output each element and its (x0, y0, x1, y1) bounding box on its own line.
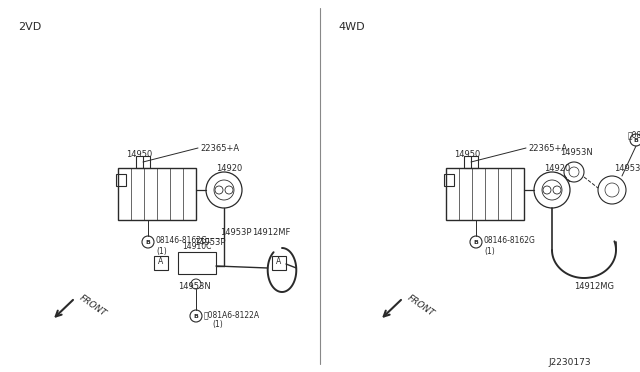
Bar (116, 174, 126, 186)
Bar (178, 252, 216, 274)
Text: B: B (474, 240, 479, 244)
Text: B: B (193, 314, 198, 318)
Text: 22365+A: 22365+A (200, 144, 239, 153)
Text: 14953P: 14953P (194, 238, 225, 247)
Text: J2230173: J2230173 (548, 358, 591, 367)
Text: 14912MF: 14912MF (252, 228, 291, 237)
Text: A: A (158, 257, 164, 266)
Text: 14912MG: 14912MG (574, 282, 614, 291)
Text: 14950: 14950 (454, 150, 480, 159)
Bar (136, 156, 150, 168)
Text: 08146-8162G: 08146-8162G (156, 236, 208, 245)
Text: 4WD: 4WD (338, 22, 365, 32)
Text: 14953P: 14953P (614, 164, 640, 173)
Bar (272, 256, 286, 270)
Text: 14920: 14920 (544, 164, 570, 173)
Text: 14920: 14920 (216, 164, 243, 173)
Text: B: B (145, 240, 150, 244)
Text: 22365+A: 22365+A (528, 144, 567, 153)
Text: 14950: 14950 (126, 150, 152, 159)
Text: (1): (1) (484, 247, 495, 256)
Bar (446, 168, 524, 220)
Text: Ⓑ081A6-8122A: Ⓑ081A6-8122A (204, 310, 260, 319)
Text: 08146-8162G: 08146-8162G (484, 236, 536, 245)
Text: FRONT: FRONT (406, 293, 436, 318)
Text: 14910C: 14910C (182, 242, 211, 251)
Text: 14953N: 14953N (560, 148, 593, 157)
Text: (1): (1) (156, 247, 167, 256)
Text: B: B (634, 138, 639, 142)
Text: (1): (1) (212, 320, 223, 329)
Text: Ⓑ081A6-B122A: Ⓑ081A6-B122A (628, 130, 640, 139)
Bar (464, 156, 478, 168)
Text: 14953N: 14953N (178, 282, 211, 291)
Bar (118, 168, 196, 220)
Text: 2VD: 2VD (18, 22, 41, 32)
Text: FRONT: FRONT (78, 293, 108, 318)
Text: 14953P: 14953P (220, 228, 252, 237)
Text: A: A (276, 257, 282, 266)
Bar (154, 256, 168, 270)
Bar (444, 174, 454, 186)
